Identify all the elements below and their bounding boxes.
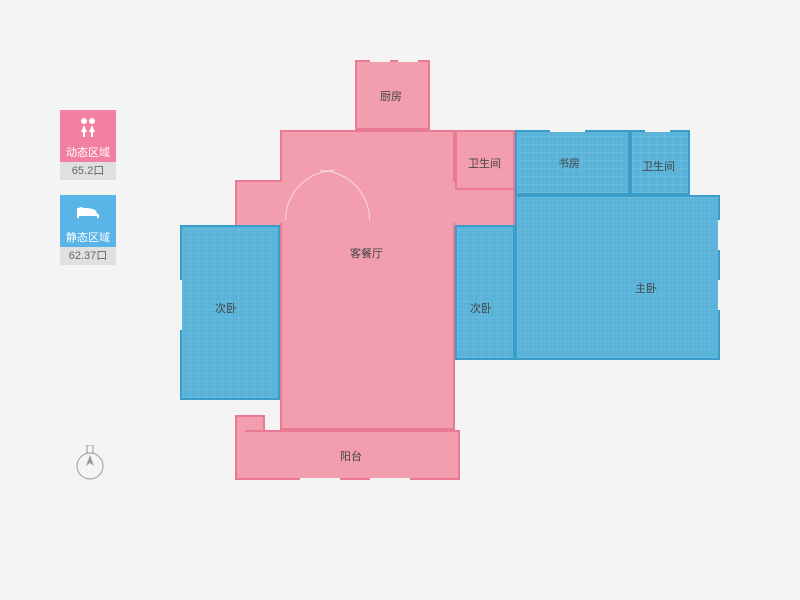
window-gap (645, 128, 670, 132)
window-gap (718, 280, 722, 310)
label-bath2: 卫生间 (642, 158, 675, 174)
legend-dynamic-label: 动态区域 (60, 144, 116, 162)
label-bath1: 卫生间 (468, 155, 501, 171)
label-bed2: 次卧 (470, 300, 492, 316)
label-kitchen: 厨房 (380, 88, 402, 104)
window-gap (398, 58, 418, 62)
legend-dynamic-value: 65.2口 (60, 162, 116, 180)
label-study: 书房 (558, 155, 580, 171)
floorplan: 厨房 客餐厅 卫生间 阳台 书房 卫生间 主卧 次卧 次卧 (180, 50, 740, 500)
window-gap (300, 478, 340, 482)
legend: 动态区域 65.2口 静态区域 62.37口 (60, 110, 116, 280)
room-master (515, 195, 720, 360)
legend-static-value: 62.37口 (60, 247, 116, 265)
legend-dynamic: 动态区域 65.2口 (60, 110, 116, 180)
legend-static: 静态区域 62.37口 (60, 195, 116, 265)
compass-icon (75, 445, 105, 486)
window-gap (718, 220, 722, 250)
legend-static-label: 静态区域 (60, 229, 116, 247)
label-living: 客餐厅 (350, 245, 383, 261)
window-gap (178, 280, 182, 330)
label-balcony: 阳台 (340, 448, 362, 464)
window-gap (370, 58, 390, 62)
label-master: 主卧 (635, 280, 657, 296)
window-gap (550, 128, 585, 132)
room-bed2 (455, 225, 515, 360)
people-icon (60, 110, 116, 144)
label-bed3: 次卧 (215, 300, 237, 316)
window-gap (370, 478, 410, 482)
door-arc (320, 170, 370, 220)
bed-icon (60, 195, 116, 229)
